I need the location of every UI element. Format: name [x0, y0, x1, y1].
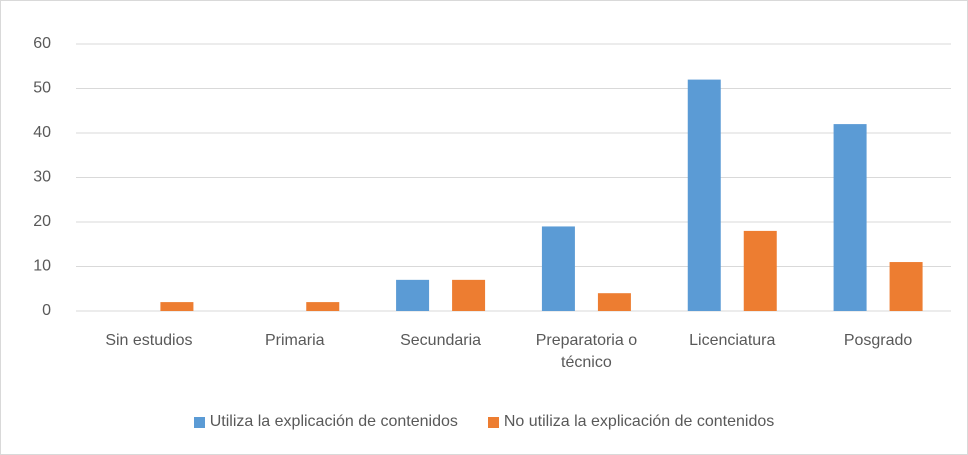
x-tick-label: Posgrado	[843, 332, 913, 349]
legend-label: No utiliza la explicación de contenidos	[503, 413, 775, 430]
legend: Utiliza la explicación de contenidos No u…	[1, 413, 967, 431]
legend-swatch	[193, 416, 205, 428]
bar	[541, 226, 575, 311]
x-tick-label: Preparatoria o técnico	[535, 332, 638, 371]
y-tick-label: 10	[33, 258, 51, 275]
legend-label: Utiliza la explicación de contenidos	[209, 413, 458, 430]
x-tick-label: Primaria	[264, 332, 325, 349]
bar	[687, 79, 721, 311]
bar	[306, 302, 340, 311]
y-tick-label: 20	[33, 213, 51, 230]
legend-item: No utiliza la explicación de contenidos	[487, 413, 775, 431]
y-tick-label: 60	[33, 35, 51, 52]
y-tick-label: 50	[33, 80, 51, 97]
bar	[833, 124, 867, 311]
bar	[160, 302, 194, 311]
y-tick-label: 30	[33, 169, 51, 186]
bar	[743, 230, 777, 311]
x-tick-label: Secundaria	[400, 332, 482, 349]
y-tick-label: 0	[42, 302, 51, 319]
y-tick-label: 40	[33, 124, 51, 141]
bar	[889, 262, 923, 311]
bar	[396, 279, 430, 311]
legend-swatch	[487, 416, 499, 428]
bar	[452, 279, 486, 311]
legend-item: Utiliza la explicación de contenidos	[193, 413, 458, 431]
bar	[597, 293, 631, 311]
x-tick-label: Licenciatura	[689, 332, 776, 349]
x-tick-label: Sin estudios	[105, 332, 193, 349]
